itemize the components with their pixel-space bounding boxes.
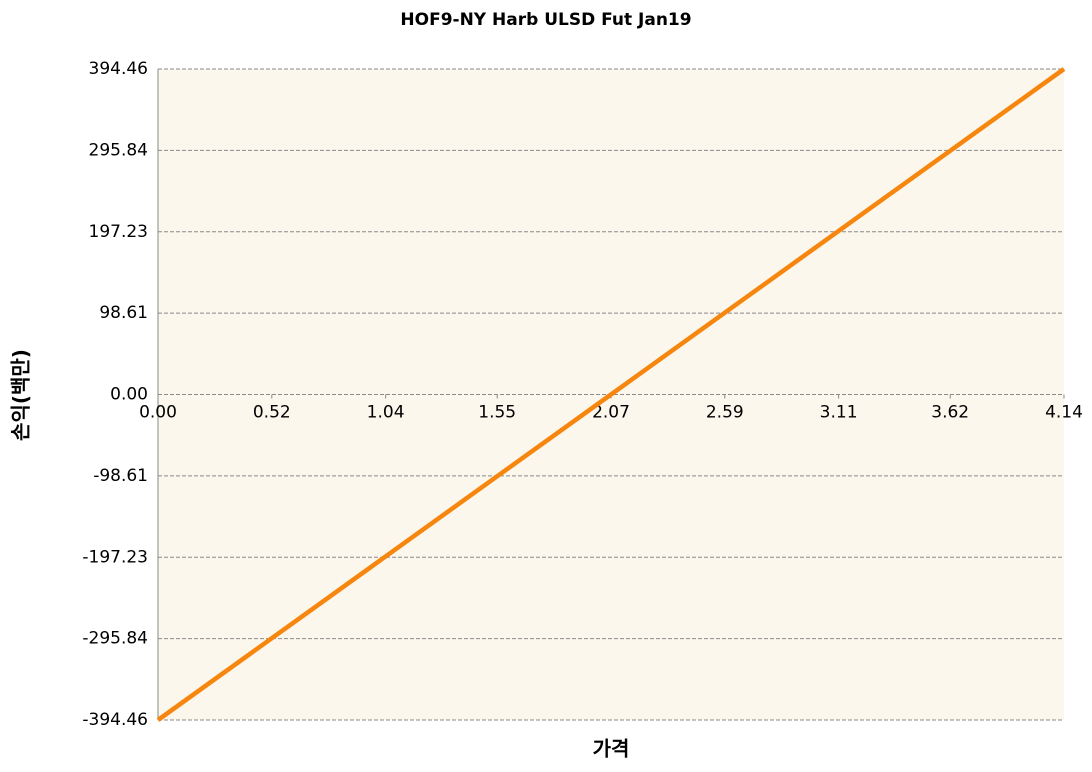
x-axis-label: 가격 [593, 737, 630, 761]
y-tick-label: 295.84 [89, 140, 148, 160]
x-tick-label: 2.07 [592, 403, 630, 423]
y-tick-label: -295.84 [82, 629, 148, 649]
y-tick-label: 197.23 [89, 222, 148, 242]
x-tick-label: 3.62 [931, 403, 969, 423]
y-tick-label: 394.46 [89, 59, 148, 79]
x-tick-label: 2.59 [706, 403, 744, 423]
x-tick-label: 4.14 [1045, 403, 1083, 423]
chart-title: HOF9-NY Harb ULSD Fut Jan19 [400, 10, 691, 30]
y-tick-label: -394.46 [82, 710, 148, 730]
y-axis-label: 손익(백만) [9, 349, 33, 441]
y-tick-label: -197.23 [82, 547, 148, 567]
x-tick-label: 1.55 [478, 403, 516, 423]
y-tick-label: 0.00 [110, 385, 148, 405]
y-tick-label: -98.61 [93, 466, 148, 486]
line [156, 67, 1066, 722]
x-tick-label: 0.00 [139, 403, 177, 423]
x-tick-label: 0.52 [253, 403, 291, 423]
x-tick-label: 3.11 [820, 403, 858, 423]
y-tick-label: 98.61 [99, 303, 148, 323]
x-tick-label: 1.04 [367, 403, 405, 423]
